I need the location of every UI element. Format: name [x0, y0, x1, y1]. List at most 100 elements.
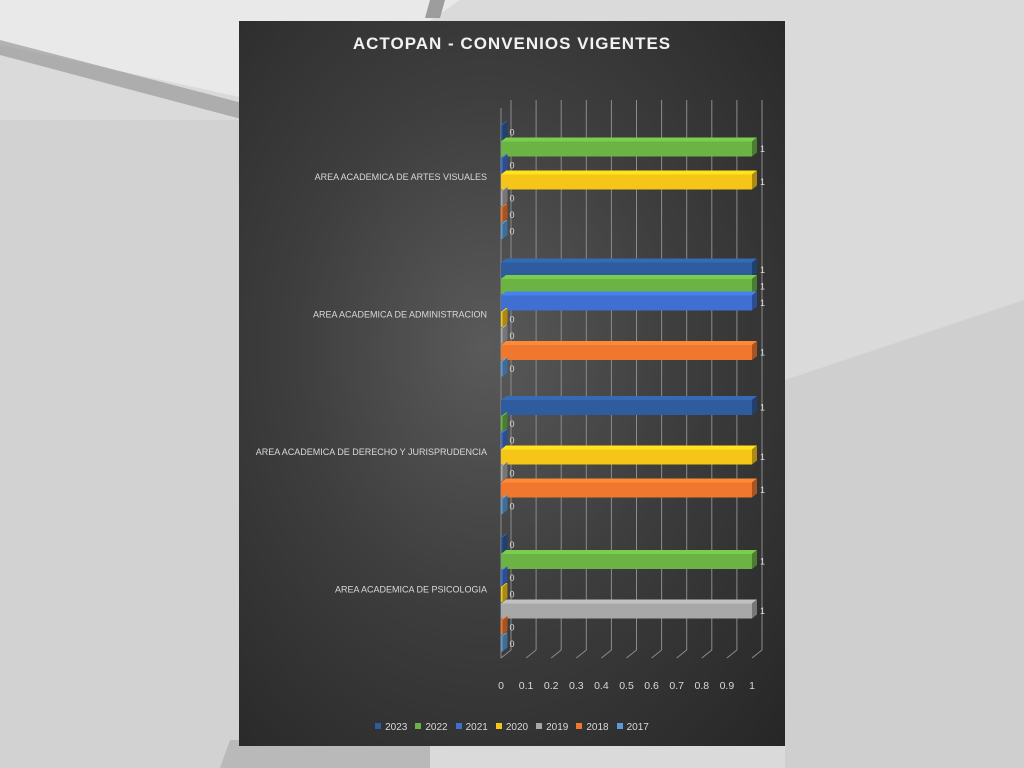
data-label: 0 — [510, 590, 515, 600]
legend-swatch — [495, 723, 502, 729]
data-label: 0 — [510, 540, 515, 550]
x-tick-label: 0.8 — [694, 680, 709, 692]
data-label: 0 — [510, 331, 515, 341]
bar — [501, 174, 752, 190]
bar-side — [502, 121, 508, 140]
legend-label: 2018 — [586, 722, 609, 733]
x-tick-label: 0.3 — [569, 680, 584, 692]
bar — [501, 620, 503, 635]
bar — [501, 141, 752, 157]
bar-side — [752, 341, 757, 360]
bar-top — [501, 203, 508, 208]
data-label: 0 — [510, 436, 515, 446]
gridline-floor — [575, 649, 587, 659]
bar-side — [502, 154, 508, 173]
data-label: 1 — [760, 403, 765, 413]
bar-side — [502, 616, 508, 635]
bar-top — [501, 462, 508, 466]
data-label: 0 — [510, 623, 515, 633]
bar-top — [501, 258, 757, 263]
bar-top — [501, 616, 508, 620]
data-label: 1 — [760, 265, 765, 275]
data-label: 1 — [760, 282, 765, 292]
bar-top — [501, 478, 757, 483]
data-label: 0 — [510, 227, 515, 237]
bar-top — [501, 154, 508, 158]
bar — [501, 125, 503, 140]
legend-item: 2020 — [495, 722, 529, 733]
legend-item: 2023 — [375, 722, 407, 733]
bar-top — [501, 429, 508, 433]
bar-top — [501, 632, 508, 637]
legend-item: 2018 — [576, 722, 609, 733]
bar — [501, 207, 503, 223]
gridline-floor — [701, 649, 713, 659]
bar — [501, 554, 752, 569]
bar-top — [501, 187, 508, 191]
legend-item: 2022 — [415, 722, 448, 733]
legend-swatch — [576, 723, 583, 729]
bar-top — [501, 533, 508, 538]
bar-top — [501, 341, 757, 345]
legend-label: 2020 — [505, 722, 529, 733]
bar-top — [501, 121, 508, 125]
category-label: AREA ACADEMICA DE PSICOLOGIA — [335, 584, 487, 594]
bar-top — [501, 170, 757, 175]
bar — [501, 416, 503, 432]
legend-label: 2022 — [425, 722, 448, 733]
gridline-floor — [601, 649, 612, 659]
bar-top — [501, 495, 508, 499]
bar-side — [752, 137, 757, 157]
data-label: 0 — [510, 210, 515, 220]
bar — [501, 345, 752, 360]
chart-panel: ACTOPAN - CONVENIOS VIGENTES 0 0.1 0.2 0.3 0… — [239, 21, 785, 746]
bar-side — [502, 533, 508, 553]
legend-swatch — [536, 723, 543, 729]
legend-item: 2019 — [536, 722, 568, 733]
bar-side — [752, 275, 757, 294]
data-label: 1 — [760, 144, 765, 154]
data-label: 1 — [760, 485, 765, 495]
bar-side — [502, 324, 508, 344]
chart-title: ACTOPAN - CONVENIOS VIGENTES — [352, 34, 672, 53]
gridline-floor — [500, 649, 512, 659]
x-tick-label: 0.9 — [720, 680, 735, 692]
bar-side — [502, 308, 508, 327]
bar-side — [752, 445, 757, 465]
bar-side — [752, 291, 757, 311]
bar-top — [501, 324, 508, 329]
category-label: AREA ACADEMICA DE ARTES VISUALES — [315, 172, 487, 182]
gridline-floor — [726, 649, 738, 659]
x-tick-label: 0 — [498, 680, 504, 692]
data-label: 0 — [510, 573, 515, 583]
data-label: 0 — [510, 315, 515, 325]
bar-top — [501, 220, 508, 224]
bar-side — [502, 412, 508, 432]
bar — [501, 224, 503, 239]
bar-top — [501, 583, 508, 587]
bar-side — [502, 187, 508, 206]
bar — [501, 328, 503, 344]
bar-side — [502, 583, 508, 602]
legend-swatch — [415, 723, 422, 729]
bar-top — [501, 412, 508, 417]
bar-side — [502, 566, 508, 586]
bar-chart-plot: 0 0.1 0.2 0.3 0.4 0.5 0.6 0.7 0.8 0.9 1 AREA ACADEM… — [256, 100, 765, 692]
x-tick-label: 0.5 — [619, 680, 634, 692]
data-label: 0 — [510, 128, 515, 138]
bar-top — [501, 599, 757, 604]
legend-item: 2017 — [616, 722, 649, 733]
bar-side — [752, 396, 757, 415]
bar-top — [501, 566, 508, 571]
bar — [501, 499, 503, 514]
bar-side — [752, 170, 757, 190]
x-tick-label: 0.4 — [594, 680, 609, 692]
bar-side — [752, 599, 757, 619]
x-tick-label: 1 — [749, 680, 755, 692]
data-label: 0 — [510, 639, 515, 649]
data-label: 0 — [510, 194, 515, 204]
gridline-floor — [676, 649, 688, 659]
data-label: 1 — [760, 452, 765, 462]
data-label: 0 — [510, 364, 515, 374]
legend-swatch — [455, 723, 462, 729]
